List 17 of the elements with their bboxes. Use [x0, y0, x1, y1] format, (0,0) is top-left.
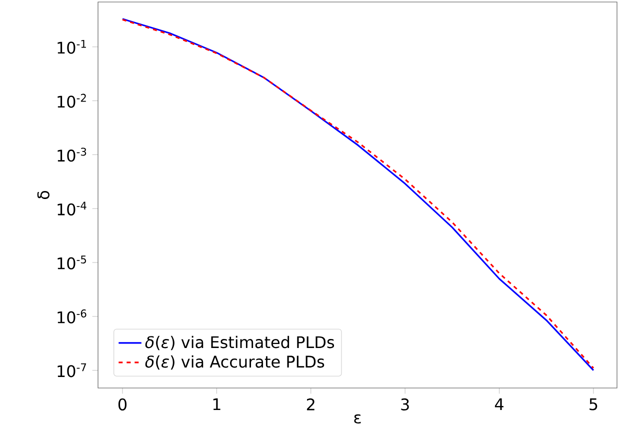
x-tick-label: 1 [213, 398, 220, 410]
x-tick-label: 4 [494, 398, 504, 410]
x-tick-label: 3 [401, 398, 409, 410]
y-tick-label: 10$^{-7}$ [58, 363, 86, 378]
y-tick-label: 10$^{-2}$ [58, 94, 86, 108]
legend-label: δ(ε) via Accurate PLDs [145, 355, 324, 370]
x-tick-label: 2 [306, 398, 314, 410]
y-tick-label: 10$^{-1}$ [58, 40, 86, 54]
y-tick-label: 10$^{-6}$ [58, 309, 86, 324]
y-axis-title: δ [37, 190, 50, 200]
x-axis-title: ε [354, 414, 361, 424]
x-tick-label: 0 [118, 398, 127, 410]
y-tick-label: 10$^{-4}$ [58, 202, 86, 216]
x-tick-label: 5 [590, 398, 598, 410]
y-tick-label: 10$^{-3}$ [58, 148, 86, 162]
y-tick-label: 10$^{-5}$ [58, 256, 86, 270]
legend-label: δ(ε) via Estimated PLDs [145, 336, 334, 350]
